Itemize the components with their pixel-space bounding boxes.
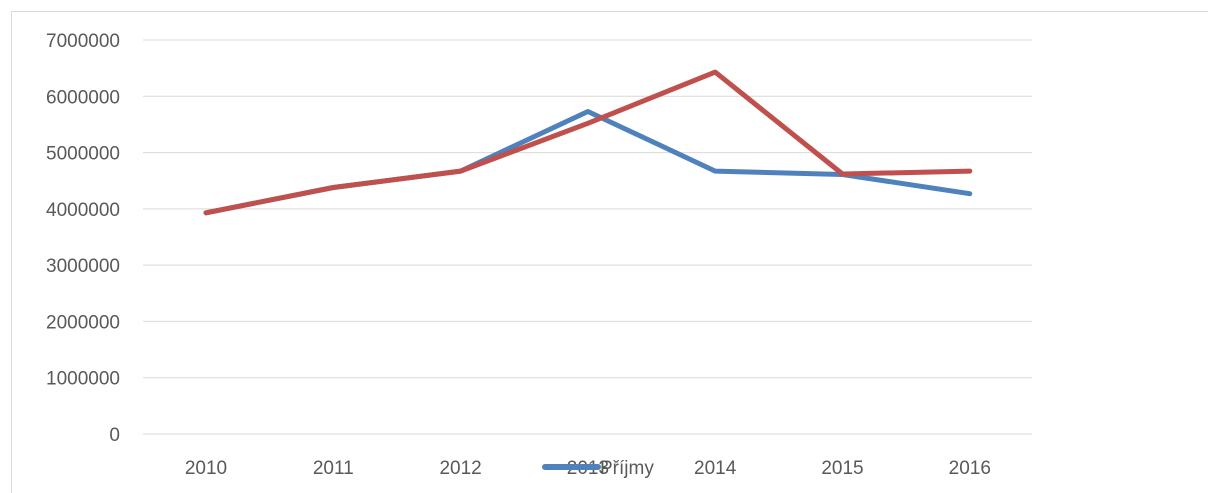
legend: Příjmy bbox=[542, 458, 654, 479]
series-lines bbox=[203, 69, 973, 216]
x-tick-label: 2015 bbox=[821, 458, 863, 479]
gridlines bbox=[143, 39, 1032, 435]
y-tick-label: 4000000 bbox=[46, 200, 120, 221]
x-tick-label: 2010 bbox=[185, 458, 227, 479]
y-tick-label: 2000000 bbox=[46, 312, 120, 333]
x-tick-label: 2014 bbox=[694, 458, 737, 479]
x-tick-label: 2011 bbox=[313, 458, 354, 479]
chart-frame bbox=[11, 11, 1208, 493]
legend-label-prijmy: Příjmy bbox=[600, 458, 654, 479]
y-tick-label: 5000000 bbox=[46, 144, 120, 165]
series-line-0 bbox=[203, 109, 973, 216]
x-tick-label: 2016 bbox=[949, 458, 991, 479]
series-line-1 bbox=[203, 69, 973, 216]
y-tick-label: 6000000 bbox=[46, 87, 120, 108]
y-tick-label: 0 bbox=[109, 425, 120, 446]
x-tick-label: 2012 bbox=[439, 458, 481, 479]
y-tick-label: 7000000 bbox=[46, 31, 120, 52]
y-tick-label: 1000000 bbox=[46, 369, 120, 390]
y-axis-ticks: 0 1000000 2000000 3000000 4000000 5000000 6000… bbox=[46, 31, 120, 446]
y-tick-label: 3000000 bbox=[46, 256, 120, 277]
